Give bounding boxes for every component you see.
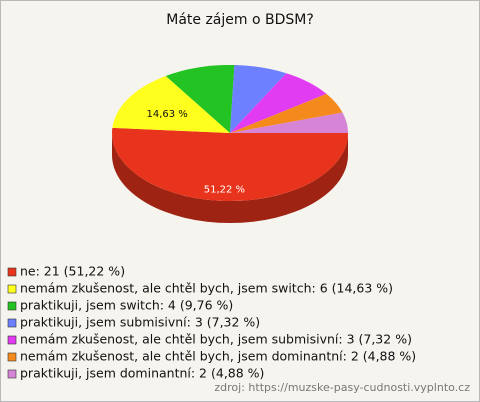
legend-swatch — [7, 301, 17, 311]
slice — [111, 127, 348, 202]
slice — [112, 75, 230, 133]
legend-label: ne: 21 (51,22 %) — [20, 264, 125, 279]
slice — [165, 64, 235, 133]
legend-label: nemám zkušenost, ale chtěl bych, jsem su… — [20, 332, 412, 347]
legend-label: praktikuji, jsem submisivní: 3 (7,32 %) — [20, 315, 260, 330]
slice — [230, 65, 287, 133]
slice — [230, 93, 343, 133]
slice — [230, 73, 327, 133]
legend-label: praktikuji, jsem dominantní: 2 (4,88 %) — [20, 366, 264, 381]
legend-swatch — [7, 318, 17, 328]
slice-side — [112, 133, 348, 223]
legend-label: praktikuji, jsem switch: 4 (9,76 %) — [20, 298, 233, 313]
source: zdroj: https://muzske-pasy-cudnosti.vypl… — [214, 381, 470, 394]
data-label: 14,63 % — [146, 109, 187, 120]
legend-swatch — [7, 369, 17, 379]
legend-swatch — [7, 267, 17, 277]
legend-swatch — [7, 352, 17, 362]
chart-title: Máte zájem o BDSM? — [166, 12, 314, 28]
legend-swatch — [7, 335, 17, 345]
legend-swatch — [7, 284, 17, 294]
data-label: 51,22 % — [204, 184, 245, 195]
slice — [230, 112, 348, 133]
legend-label: nemám zkušenost, ale chtěl bych, jsem do… — [20, 349, 416, 364]
legend-label: nemám zkušenost, ale chtěl bych, jsem sw… — [20, 281, 393, 296]
